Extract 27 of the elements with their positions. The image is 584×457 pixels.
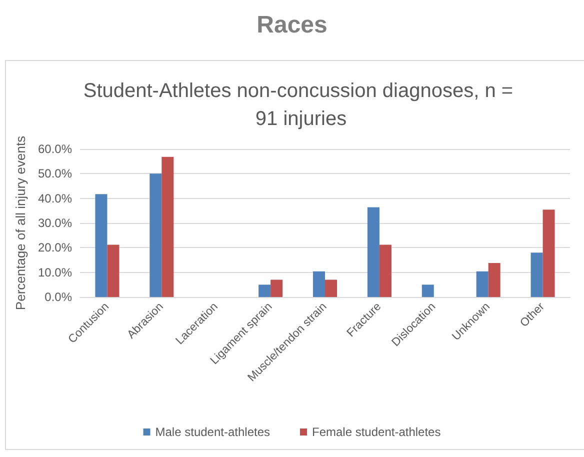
bar — [95, 194, 108, 297]
y-tick-label: 30.0% — [38, 216, 72, 230]
bar — [270, 280, 283, 297]
legend-label: Male student-athletes — [155, 425, 270, 439]
bar — [530, 252, 543, 297]
bar — [162, 156, 174, 297]
bar — [488, 262, 500, 297]
y-axis-title: Percentage of all injury events — [13, 135, 28, 310]
bar — [422, 284, 434, 297]
y-tick-label: 40.0% — [38, 191, 72, 206]
y-tick-label: 10.0% — [38, 265, 72, 280]
bar — [325, 280, 337, 297]
chart-title: Races — [256, 12, 328, 38]
y-tick-label: 0.0% — [44, 290, 72, 304]
bar — [313, 271, 325, 297]
y-tick-label: 60.0% — [38, 142, 72, 156]
y-tick-label: 20.0% — [38, 240, 72, 255]
bar — [542, 210, 555, 297]
bar — [107, 244, 120, 297]
legend-label: Female student-athletes — [312, 425, 441, 439]
bar — [476, 271, 488, 297]
bar — [367, 207, 380, 297]
chart-subtitle: Student-Athletes non-concussion diagnoses, n = 91 injuries — [83, 80, 519, 130]
y-tick-label: 50.0% — [38, 166, 72, 181]
bar — [379, 244, 392, 297]
bar — [150, 174, 162, 297]
bar — [258, 284, 271, 297]
